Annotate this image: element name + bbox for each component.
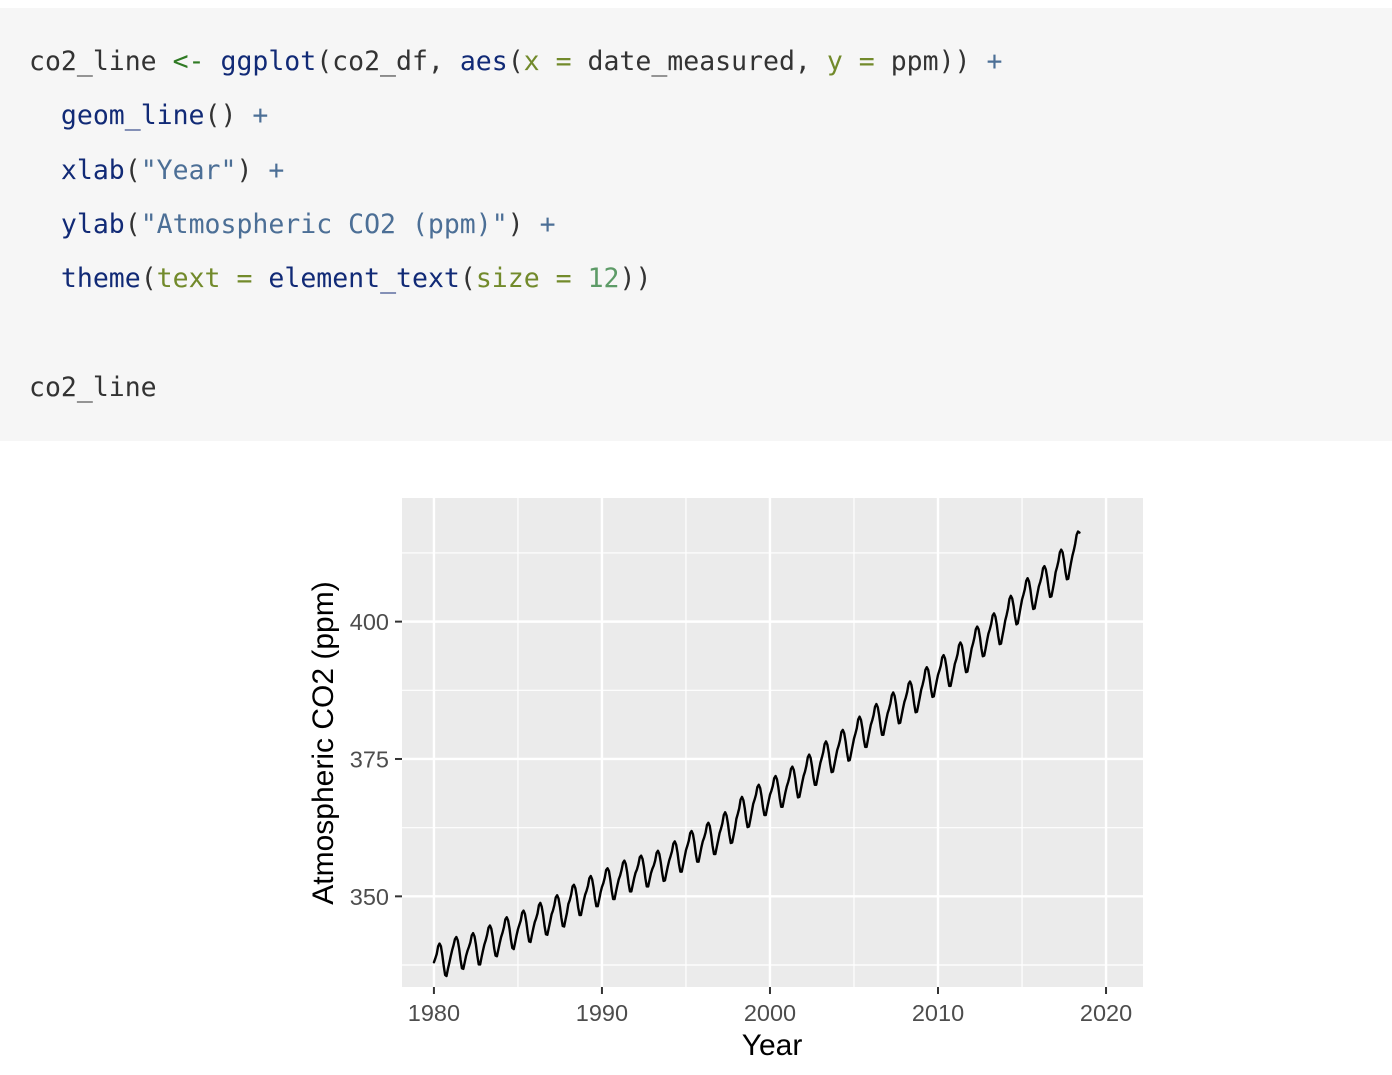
code-token: x bbox=[523, 46, 540, 77]
code-token bbox=[540, 263, 556, 294]
x-tick-label: 2000 bbox=[744, 1000, 796, 1026]
code-token bbox=[29, 263, 61, 294]
code-token: + bbox=[539, 209, 556, 240]
co2-series-line bbox=[432, 530, 1081, 978]
code-token: 12 bbox=[587, 263, 620, 294]
code-token: "Year" bbox=[140, 155, 237, 186]
code-token: = bbox=[555, 46, 572, 77]
code-token: ( bbox=[124, 209, 141, 240]
code-token: <- bbox=[172, 46, 205, 77]
code-token: "Atmospheric CO2 (ppm)" bbox=[140, 209, 508, 240]
code-line: ylab("Atmospheric CO2 (ppm)") + bbox=[29, 205, 556, 245]
code-token: ppm)) bbox=[874, 46, 987, 77]
code-token bbox=[29, 209, 61, 240]
y-tick-label: 350 bbox=[350, 884, 389, 910]
code-token bbox=[843, 46, 859, 77]
minor-gridlines bbox=[402, 498, 1143, 987]
code-token: = bbox=[236, 263, 253, 294]
code-token bbox=[29, 155, 61, 186]
code-token: + bbox=[252, 100, 269, 131]
code-token bbox=[205, 46, 221, 77]
y-axis-title: Atmospheric CO2 (ppm) bbox=[307, 581, 340, 904]
y-tick-label: 400 bbox=[350, 609, 389, 635]
code-token: ( bbox=[124, 155, 141, 186]
code-token bbox=[252, 263, 268, 294]
code-line: xlab("Year") + bbox=[29, 151, 284, 191]
code-token bbox=[29, 100, 61, 131]
code-token: ylab bbox=[60, 209, 125, 240]
code-token: + bbox=[268, 155, 285, 186]
code-token: ) bbox=[507, 209, 540, 240]
y-axis-ticks: 350 375 400 bbox=[350, 609, 402, 910]
x-tick-label: 2020 bbox=[1080, 1000, 1132, 1026]
code-line: geom_line() + bbox=[29, 96, 268, 136]
plot-panel-background bbox=[402, 498, 1143, 987]
code-token bbox=[221, 263, 237, 294]
code-line: theme(text = element_text(size = 12)) bbox=[29, 259, 651, 299]
code-token: ggplot bbox=[220, 46, 317, 77]
code-token: xlab bbox=[60, 155, 125, 186]
x-tick-label: 2010 bbox=[912, 1000, 964, 1026]
code-token: + bbox=[986, 46, 1003, 77]
code-block: co2_line <- ggplot(co2_df, aes(x = date_… bbox=[0, 8, 1392, 441]
major-gridlines bbox=[402, 498, 1143, 987]
co2-line-chart: 1980 1990 2000 2010 2020 350 375 400 Year Atmo… bbox=[307, 498, 1143, 1062]
code-token: co2_line bbox=[29, 46, 173, 77]
code-token: y bbox=[826, 46, 843, 77]
code-token: element_text bbox=[268, 263, 460, 294]
x-axis-ticks: 1980 1990 2000 2010 2020 bbox=[408, 987, 1132, 1026]
code-token: text bbox=[156, 263, 221, 294]
code-token: co2_line bbox=[29, 372, 157, 403]
code-token: )) bbox=[619, 263, 652, 294]
code-token: = bbox=[555, 263, 572, 294]
code-token: = bbox=[858, 46, 875, 77]
code-token: (co2_df, bbox=[316, 46, 460, 77]
code-token bbox=[572, 263, 588, 294]
code-token: aes bbox=[459, 46, 508, 77]
code-line: co2_line bbox=[29, 368, 157, 408]
code-token: () bbox=[204, 100, 253, 131]
code-token: ( bbox=[507, 46, 524, 77]
y-tick-label: 375 bbox=[350, 746, 389, 772]
code-token: theme bbox=[60, 263, 141, 294]
code-token bbox=[540, 46, 556, 77]
x-axis-title: Year bbox=[742, 1029, 803, 1062]
code-token: geom_line bbox=[60, 100, 205, 131]
code-token: ) bbox=[236, 155, 269, 186]
code-token: ( bbox=[459, 263, 476, 294]
code-token: date_measured, bbox=[571, 46, 827, 77]
plot-area: 1980 1990 2000 2010 2020 350 375 400 Year Atmo… bbox=[0, 441, 1392, 1070]
x-tick-label: 1990 bbox=[576, 1000, 628, 1026]
code-token: ( bbox=[140, 263, 157, 294]
code-token: size bbox=[475, 263, 540, 294]
x-tick-label: 1980 bbox=[408, 1000, 460, 1026]
code-line: co2_line <- ggplot(co2_df, aes(x = date_… bbox=[29, 42, 1002, 82]
